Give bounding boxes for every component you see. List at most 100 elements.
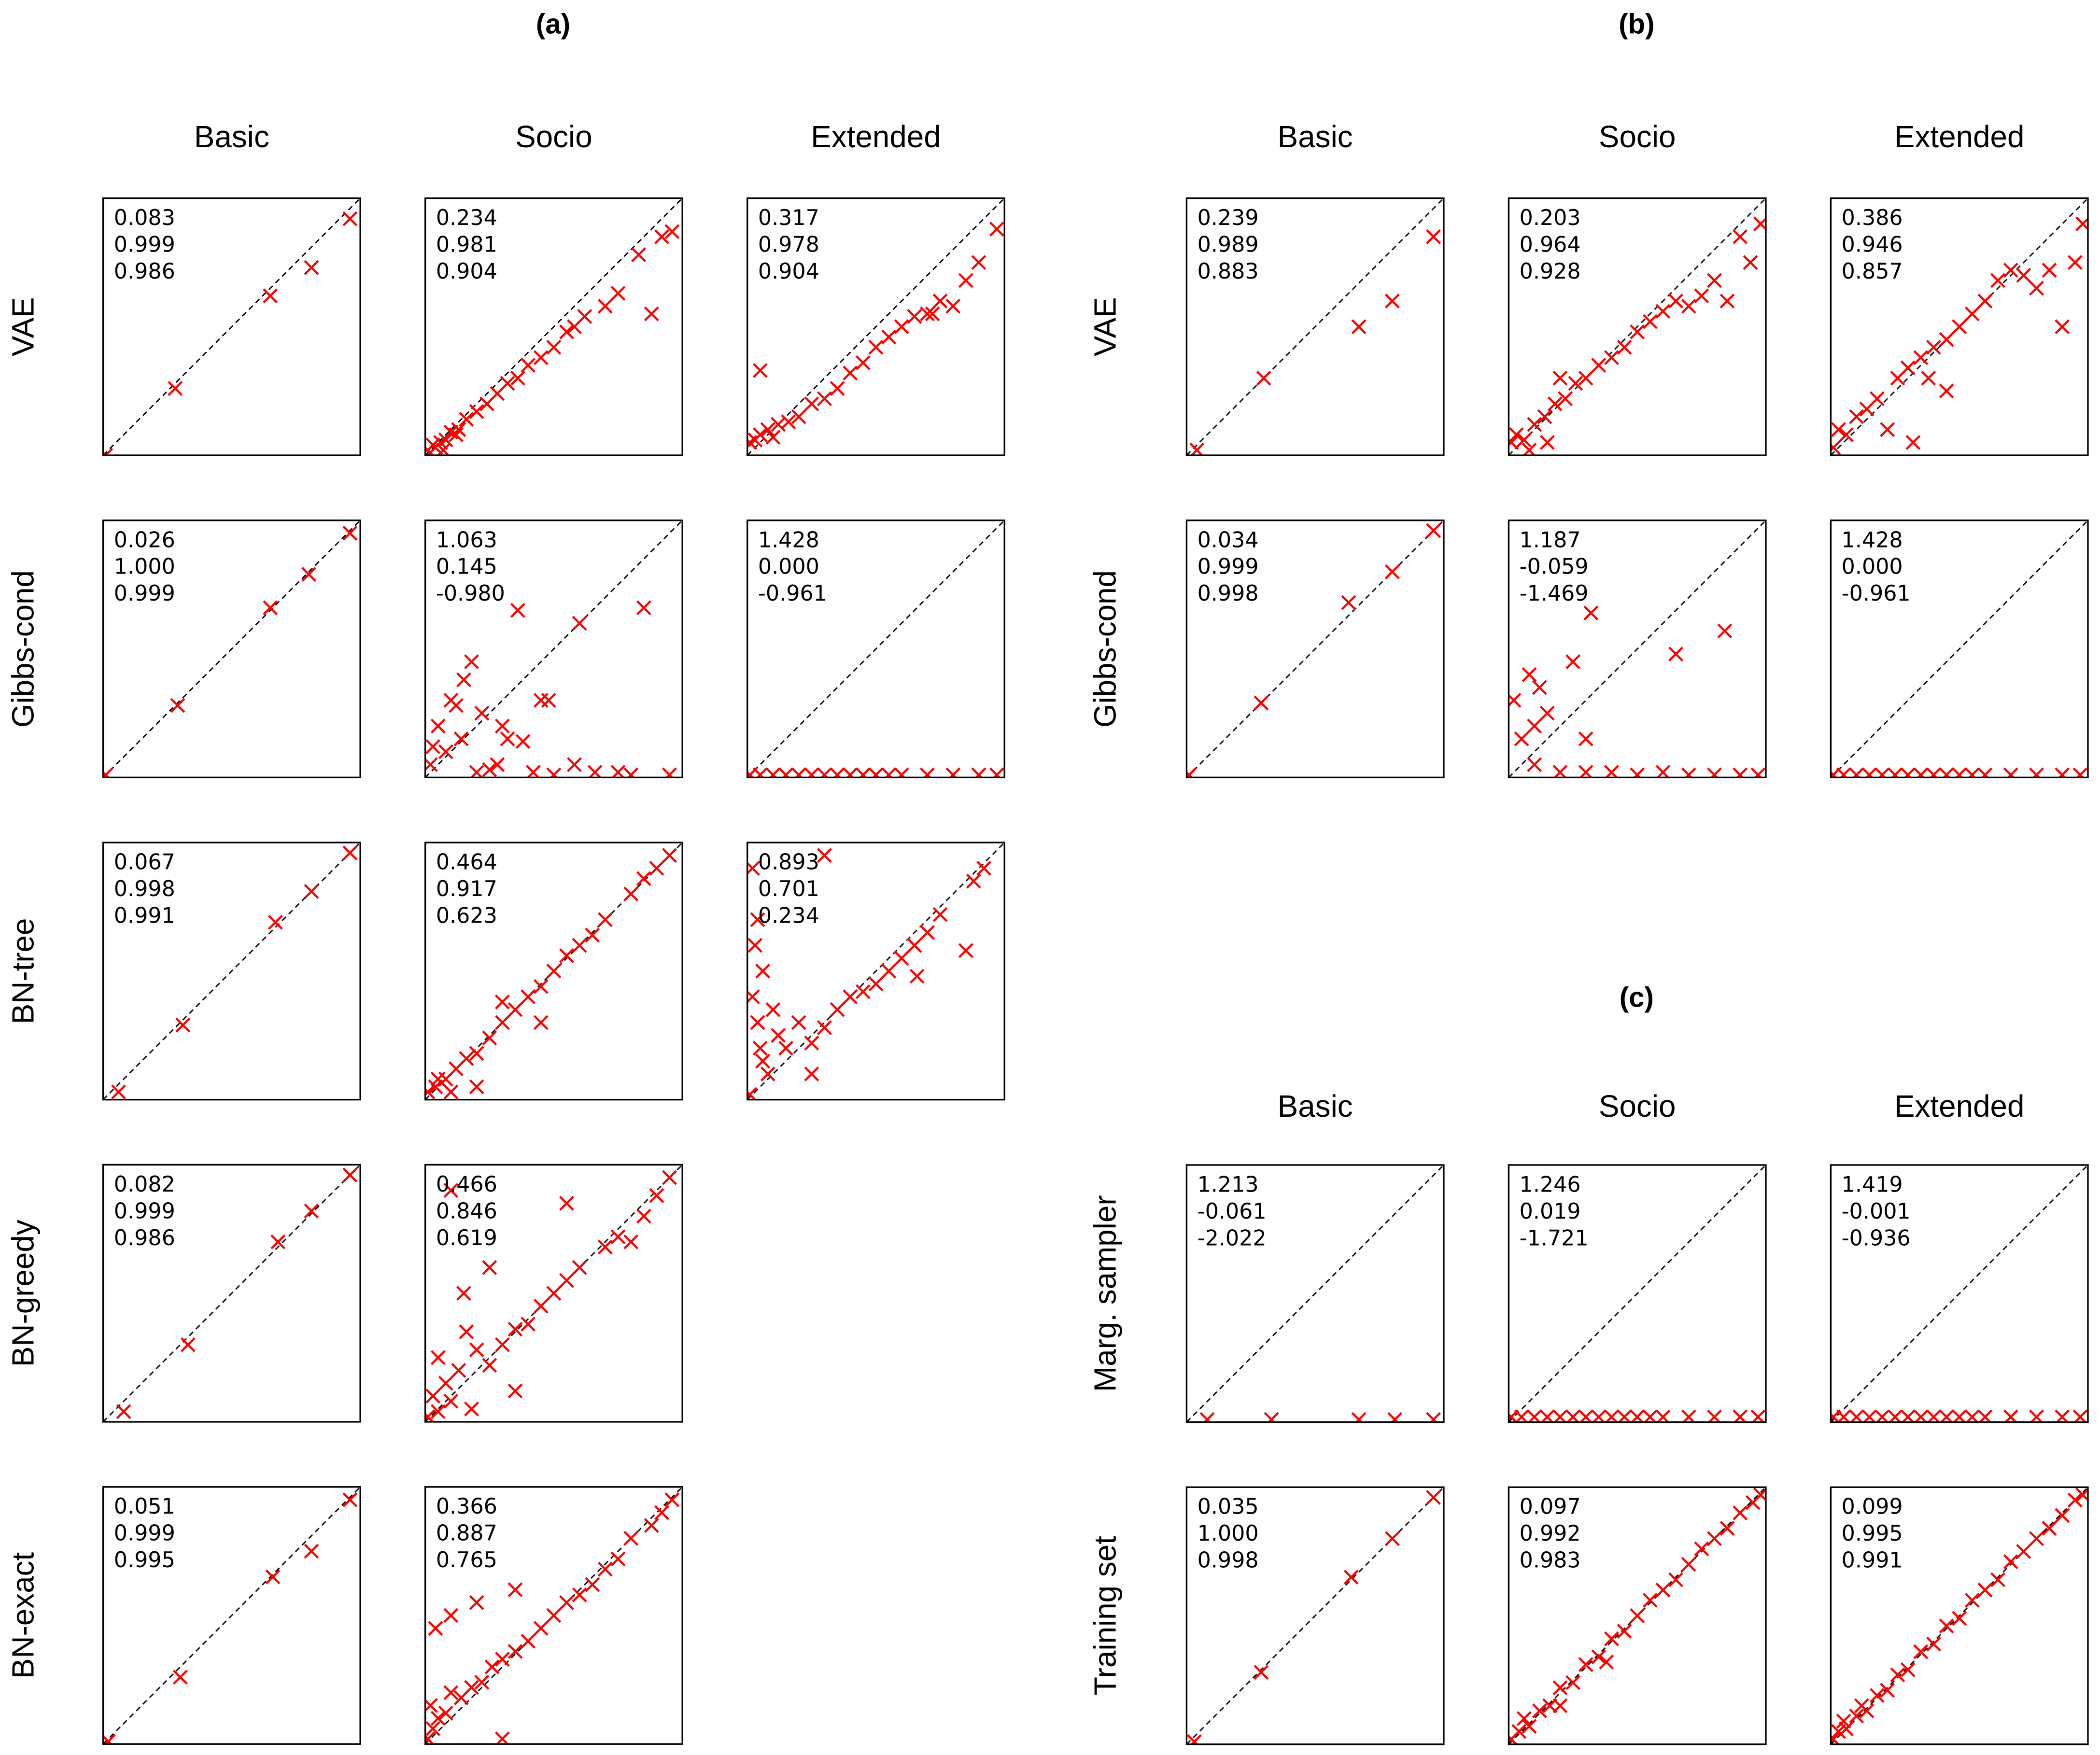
stat-label: -0.061 (1198, 1199, 1267, 1224)
marker (1707, 273, 1722, 288)
marker (494, 718, 510, 734)
marker (945, 767, 961, 778)
diagonal (1830, 1487, 2088, 1745)
marker (791, 1015, 806, 1030)
marker (920, 767, 935, 778)
marker (1939, 332, 1954, 347)
marker (1537, 409, 1552, 424)
marker (881, 329, 897, 345)
marker (966, 873, 981, 889)
marker (469, 1079, 484, 1095)
points (1186, 523, 1441, 778)
marker (533, 350, 549, 365)
marker (533, 1298, 549, 1314)
marker (1578, 731, 1593, 746)
marker (449, 698, 464, 713)
diagonal (747, 842, 1005, 1100)
marker (1977, 1582, 1993, 1598)
marker (301, 567, 317, 582)
marker (342, 525, 358, 541)
stat-label: 0.701 (758, 877, 819, 901)
marker (474, 1675, 490, 1690)
marker (623, 1234, 639, 1250)
marker (855, 355, 871, 370)
panel: 1.419-0.001-0.936 (1830, 1164, 2089, 1423)
marker (662, 767, 677, 778)
marker (507, 1002, 523, 1017)
marker (1900, 767, 1916, 778)
stat-label: 0.051 (114, 1494, 175, 1519)
panel: 1.187 -0.059-1.469 (1508, 519, 1767, 778)
points (1199, 1412, 1441, 1422)
marker (585, 927, 600, 943)
marker (1351, 1412, 1367, 1422)
marker (521, 989, 536, 1005)
marker (1578, 370, 1593, 386)
marker (1516, 1711, 1532, 1726)
stat-label: -0.936 (1842, 1226, 1911, 1250)
marker (610, 1551, 626, 1567)
stat-label: 1.246 (1520, 1172, 1581, 1197)
marker (1694, 288, 1709, 304)
row-label: Gibbs-cond (1087, 570, 1122, 728)
marker (464, 654, 479, 670)
marker (1539, 435, 1555, 450)
frame (102, 519, 361, 778)
marker (546, 963, 562, 979)
frame (102, 1486, 361, 1745)
frame (1830, 1164, 2089, 1423)
marker (971, 255, 987, 270)
stat-label: 0.234 (436, 206, 497, 230)
marker (1558, 391, 1573, 407)
marker (304, 260, 319, 275)
marker (843, 767, 858, 778)
marker (2029, 281, 2044, 296)
row-label: VAE (1087, 297, 1122, 356)
marker (2003, 767, 2018, 778)
marker (654, 229, 669, 244)
marker (765, 430, 781, 445)
stat-label: 0.765 (436, 1548, 497, 1572)
marker (490, 757, 505, 772)
marker (1952, 1611, 1967, 1626)
marker (881, 963, 897, 979)
panel: 1.428 0.000-0.961 (747, 519, 1005, 778)
marker (760, 422, 775, 437)
marker (1707, 1531, 1722, 1546)
diagonal (102, 1486, 361, 1745)
marker (1264, 1412, 1279, 1422)
marker (2003, 1554, 2018, 1570)
marker (111, 1084, 126, 1100)
stat-label: 1.428 (1842, 528, 1903, 552)
marker (1831, 422, 1846, 437)
marker (747, 938, 763, 953)
marker (494, 1652, 510, 1667)
marker (500, 731, 515, 746)
marker (304, 1544, 319, 1559)
stat-label: 0.983 (1520, 1548, 1581, 1573)
marker (430, 718, 446, 734)
marker (1681, 298, 1696, 314)
marker (494, 1337, 510, 1352)
marker (1384, 564, 1400, 579)
column-header: Socio (1599, 1089, 1676, 1123)
marker (868, 339, 884, 355)
marker (597, 912, 613, 927)
column-header: Socio (515, 119, 592, 154)
stat-label: 0.203 (1520, 206, 1581, 230)
marker (459, 1051, 474, 1066)
marker (425, 437, 441, 453)
stat-label: -0.059 (1520, 555, 1589, 579)
marker (1384, 294, 1400, 309)
marker (507, 1582, 523, 1598)
marker (103, 448, 113, 456)
marker (567, 757, 582, 772)
marker (494, 994, 510, 1010)
panel: 1.063 0.145-0.980 (424, 519, 683, 778)
marker (1836, 1713, 1851, 1729)
marker (494, 1015, 510, 1030)
